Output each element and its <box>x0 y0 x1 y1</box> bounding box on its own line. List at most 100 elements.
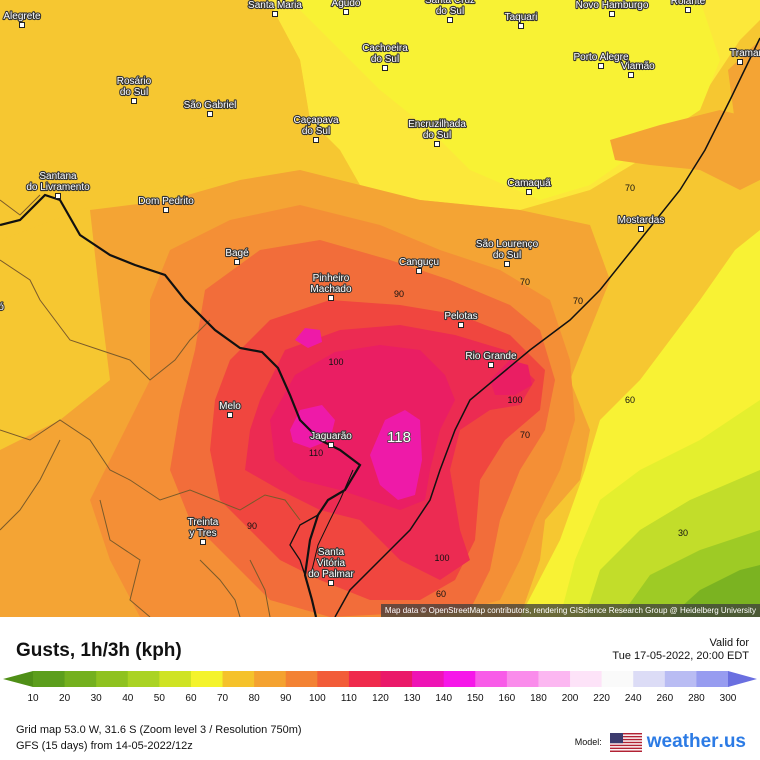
scale-swatch <box>285 671 318 687</box>
city-marker[interactable]: Alegrete <box>2 10 42 28</box>
city-dot <box>272 11 278 17</box>
isoline-label: 60 <box>436 589 446 599</box>
city-marker[interactable]: São Gabriel <box>182 99 238 117</box>
scale-swatch <box>348 671 382 687</box>
city-label: do Sul <box>371 54 399 65</box>
city-label: Melo <box>219 401 241 412</box>
scale-swatch <box>664 671 698 687</box>
scale-high-arrow <box>728 671 757 687</box>
city-dot <box>638 226 644 232</box>
scale-swatch <box>601 671 634 687</box>
city-marker[interactable]: Novo Hamburgo <box>574 0 650 17</box>
city-dot <box>328 580 334 586</box>
model-info: GFS (15 days) from 14-05-2022/12z <box>16 740 193 752</box>
admin-border <box>99 499 151 617</box>
city-label: Camaquã <box>507 178 551 189</box>
city-marker[interactable]: rembó <box>0 301 6 314</box>
gust-zone-70-east <box>610 110 760 190</box>
city-dot <box>328 442 334 448</box>
scale-tick-label: 150 <box>467 693 484 704</box>
city-marker[interactable]: Rio Grande <box>464 350 518 368</box>
city-label: São Lourenço <box>476 239 539 250</box>
scale-tick-label: 160 <box>499 693 516 704</box>
city-marker[interactable]: Jaguarão <box>309 430 353 448</box>
scale-swatch <box>570 671 603 687</box>
isoline-label: 110 <box>309 448 323 458</box>
city-dot <box>458 322 464 328</box>
city-marker[interactable]: Santa Maria <box>247 0 303 17</box>
scale-tick-label: 30 <box>91 693 103 704</box>
scale-tick-label: 140 <box>435 693 452 704</box>
city-label: Agudo <box>332 0 361 9</box>
brand-logo[interactable]: Model: weather .us <box>575 729 746 755</box>
isoline-label: 60 <box>625 395 635 405</box>
city-dot <box>200 539 206 545</box>
city-label: do Sul <box>120 87 148 98</box>
scale-tick-label: 120 <box>372 693 389 704</box>
city-marker[interactable]: Pelotas <box>443 310 479 328</box>
city-label: Machado <box>310 284 352 295</box>
valid-time: Tue 17-05-2022, 20:00 EDT <box>612 650 749 662</box>
scale-swatch <box>633 671 666 687</box>
isoline-label: 90 <box>394 289 404 299</box>
map-attribution: Map data © OpenStreetMap contributors, r… <box>380 604 760 617</box>
city-dot <box>628 72 634 78</box>
scale-tick-label: 20 <box>59 693 71 704</box>
city-label: y Tres <box>189 528 216 539</box>
city-marker[interactable]: Canguçu <box>398 256 440 274</box>
scale-tick-label: 180 <box>530 693 547 704</box>
scale-swatch <box>190 671 224 687</box>
gust-zone-60 <box>268 0 760 617</box>
city-marker[interactable]: Camaquã <box>506 177 552 195</box>
city-dot <box>207 111 213 117</box>
scale-tick-label: 260 <box>656 693 673 704</box>
scale-tick-label: 110 <box>341 693 357 704</box>
city-label: do Palmar <box>308 569 354 580</box>
isoline-label: 70 <box>625 183 635 193</box>
city-label: Rio Grande <box>465 351 517 362</box>
city-marker[interactable]: Rolante <box>670 0 707 13</box>
city-marker[interactable]: Bagé <box>224 247 250 265</box>
city-marker[interactable]: Mostardas <box>617 214 665 232</box>
city-marker[interactable]: Viamão <box>620 60 656 78</box>
city-label: Jaguarão <box>310 431 352 442</box>
city-label: Rolante <box>671 0 706 7</box>
scale-swatch <box>412 671 445 687</box>
isoline-label: 30 <box>678 528 688 538</box>
city-marker[interactable]: Dom Pedrito <box>137 195 195 213</box>
city-label: Bagé <box>225 248 249 259</box>
scale-tick-label: 220 <box>593 693 610 704</box>
city-marker[interactable]: Taquari <box>503 11 539 29</box>
city-label: Novo Hamburgo <box>576 0 649 11</box>
city-marker[interactable]: Porto Alegre <box>572 51 630 69</box>
city-marker[interactable]: Tramanda <box>729 47 760 65</box>
gust-zone-70-east2 <box>728 40 760 180</box>
city-dot <box>488 362 494 368</box>
scale-swatch <box>475 671 508 687</box>
scale-tick-label: 90 <box>280 693 292 704</box>
color-scale: 10 20 30 40 50 60 70 80 90 100 110 120 130 140 150 160 1… <box>3 671 757 704</box>
scale-tick-label: 240 <box>625 693 642 704</box>
city-label: Canguçu <box>399 257 439 268</box>
city-marker[interactable]: Melo <box>218 400 242 418</box>
city-dot <box>163 207 169 213</box>
forecast-map[interactable]: 70 70 70 90 100 100 60 70 110 90 30 100 60 118 Alegr… <box>0 0 760 617</box>
city-dot <box>737 59 743 65</box>
scale-low-arrow <box>3 671 33 687</box>
city-dot <box>55 193 61 199</box>
gust-zone-70-west <box>0 0 310 240</box>
gust-zone-120 <box>370 410 422 500</box>
city-label: do Livramento <box>26 182 90 193</box>
city-marker[interactable]: Agudo <box>330 0 362 15</box>
